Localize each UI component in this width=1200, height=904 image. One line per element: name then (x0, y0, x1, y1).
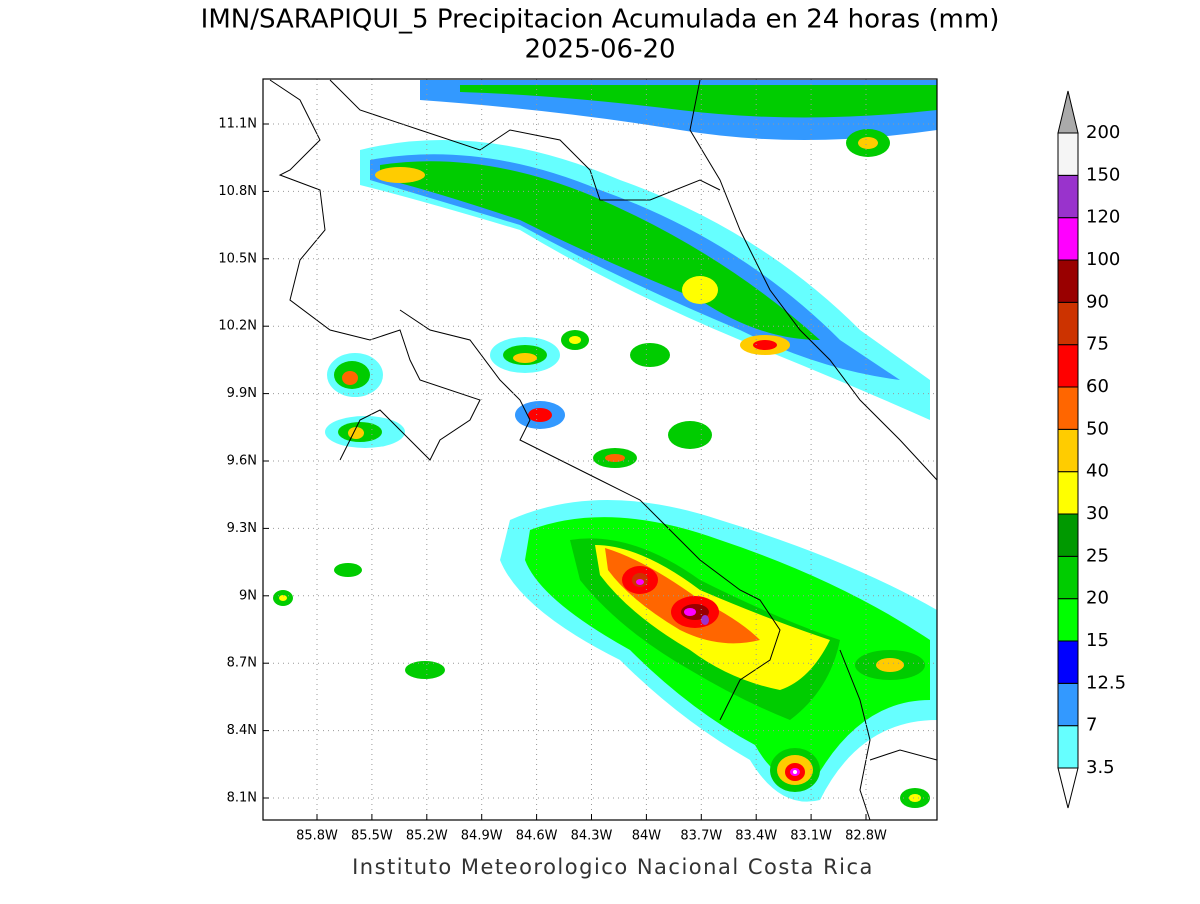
colorbar-bin (1057, 725, 1079, 769)
colorbar-label: 7 (1086, 715, 1097, 736)
colorbar-label: 40 (1086, 461, 1109, 482)
lat-label: 9.9N (227, 386, 257, 401)
lat-label: 10.5N (218, 251, 257, 266)
colorbar-bin (1057, 259, 1079, 303)
lon-label: 84.6W (516, 829, 558, 844)
lon-label: 84W (632, 829, 662, 844)
lon-label: 85.5W (351, 829, 393, 844)
lon-label: 83.7W (680, 829, 722, 844)
colorbar-label: 200 (1086, 122, 1120, 143)
subtitle: 2025-06-20 (524, 35, 675, 65)
colorbar-label: 12.5 (1086, 672, 1126, 693)
colorbar-label: 30 (1086, 503, 1109, 524)
precip-blobs (273, 330, 712, 679)
colorbar-label: 25 (1086, 545, 1109, 566)
colorbar-label: 100 (1086, 249, 1120, 270)
lat-label: 8.7N (227, 656, 257, 671)
colorbar-bin (1057, 428, 1079, 473)
colorbar-bin (1057, 640, 1079, 684)
lat-label: 11.1N (218, 117, 257, 132)
colorbar-bin (1057, 471, 1079, 515)
colorbar-bin (1057, 132, 1079, 176)
colorbar-bin (1057, 555, 1079, 600)
graticule: 11.1N 10.8N 10.5N 10.2N 9.9N 9.6N 9.3N 9N 8.7N 8.… (218, 79, 937, 844)
colorbar-label: 120 (1086, 207, 1120, 228)
colorbar-label: 60 (1086, 376, 1109, 397)
title: IMN/SARAPIQUI_5 Precipitacion Acumulada … (201, 5, 1000, 35)
colorbar-bin (1057, 386, 1079, 430)
colorbar-label: 15 (1086, 630, 1109, 651)
colorbar-bin (1057, 217, 1079, 261)
colorbar-bin (1057, 682, 1079, 727)
lon-label: 82.8W (845, 829, 887, 844)
map-frame (262, 78, 938, 821)
lat-label: 8.1N (227, 791, 257, 806)
colorbar-bin (1057, 174, 1079, 219)
lat-label: 9.3N (227, 521, 257, 536)
lat-label: 10.8N (218, 184, 257, 199)
precip-field (269, 79, 937, 820)
precip-band (360, 80, 937, 420)
colorbar: 3.5 7 12.5 15 20 25 30 40 50 60 75 90 100 120 150 200 (1057, 90, 1126, 809)
lon-label: 83.1W (790, 829, 832, 844)
lat-label: 9N (239, 588, 257, 603)
lat-label: 9.6N (227, 454, 257, 469)
colorbar-bin (1057, 301, 1079, 346)
lon-label: 84.3W (571, 829, 613, 844)
colorbar-label: 3.5 (1086, 757, 1115, 778)
colorbar-below (1057, 767, 1079, 809)
coastline (269, 79, 937, 820)
precip-core (500, 448, 937, 808)
colorbar-label: 90 (1086, 291, 1109, 312)
colorbar-bin (1057, 598, 1079, 642)
lon-label: 85.8W (296, 829, 338, 844)
colorbar-bin (1057, 513, 1079, 557)
colorbar-bin (1057, 344, 1079, 388)
lat-label: 8.4N (227, 723, 257, 738)
lon-label: 83.4W (735, 829, 777, 844)
colorbar-label: 75 (1086, 334, 1109, 355)
lat-label: 10.2N (218, 319, 257, 334)
colorbar-above (1057, 90, 1079, 134)
colorbar-label: 20 (1086, 588, 1109, 609)
footer: Instituto Meteorologico Nacional Costa R… (352, 855, 874, 879)
lon-label: 84.9W (461, 829, 503, 844)
colorbar-label: 150 (1086, 164, 1120, 185)
lon-label: 85.2W (406, 829, 448, 844)
colorbar-label: 50 (1086, 418, 1109, 439)
